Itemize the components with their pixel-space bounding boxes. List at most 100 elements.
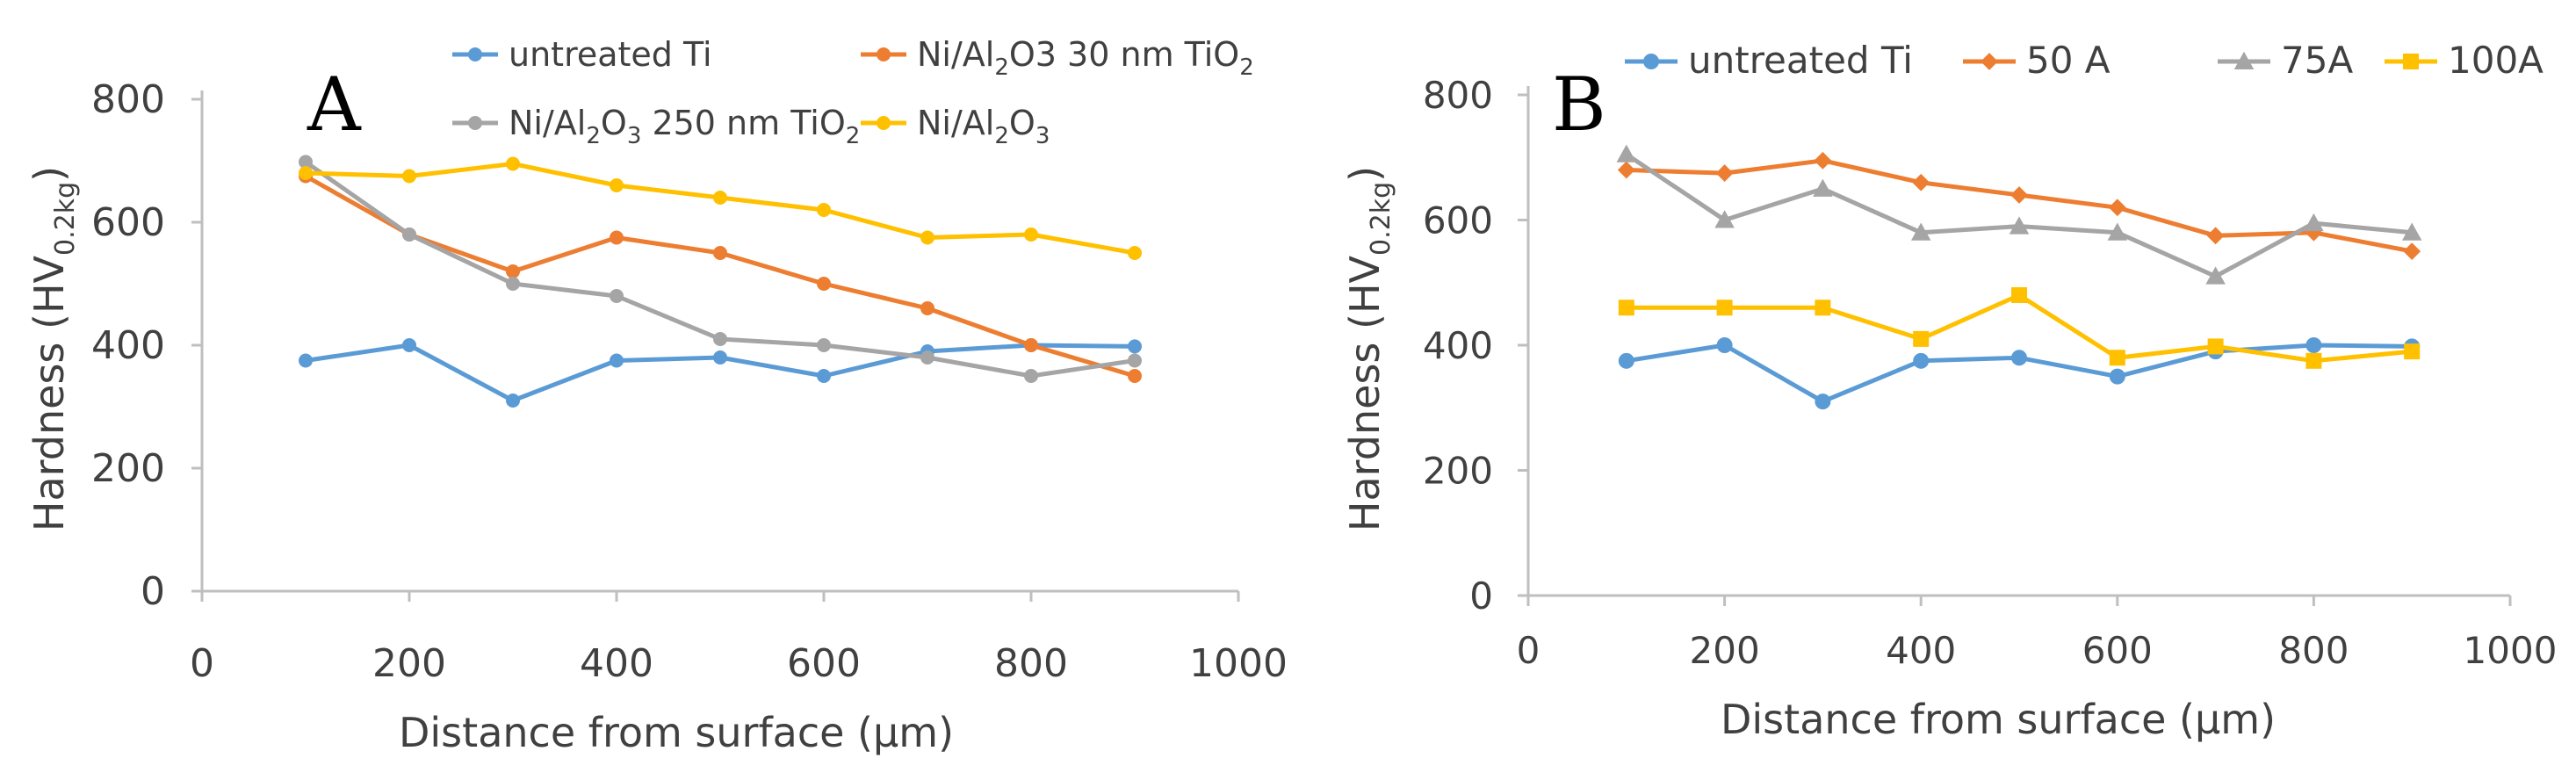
data-point [1912,173,1930,191]
series-b-3 [1618,287,2421,369]
data-point [1715,164,1734,182]
data-point [1815,300,1831,316]
data-point [2207,338,2224,355]
data-point [610,178,624,192]
series-a-2 [299,155,1142,383]
legend-label: Ni/Al2O3 [917,104,1050,149]
x-tick-label: 800 [2278,629,2349,672]
legend-entry: Ni/Al2O3 30 nm TiO2 [861,35,1254,81]
data-point [2010,186,2028,204]
y-axis-label-b-sub: 0.2kg [1366,182,1396,256]
legend-marker [877,116,891,130]
plot-area-b [1526,86,2510,597]
legend-entry: 100A [2385,39,2544,82]
panel-label-a: A [307,61,362,148]
data-point [2305,223,2323,242]
series-group-b [1616,144,2422,410]
x-tick-label: 600 [2082,629,2153,672]
data-point [713,332,727,346]
data-point [1913,352,1930,369]
series-group-a [299,155,1142,408]
legend-label: Ni/Al2O3 30 nm TiO2 [917,35,1254,81]
data-point [1716,337,1733,353]
legend-label: 50 A [2026,39,2111,82]
series-b-2 [1616,144,2422,285]
data-point [1024,228,1038,242]
legend-entry: Ni/Al2O3 [861,104,1050,149]
data-point [817,338,831,352]
x-tick-label: 400 [1886,629,1956,672]
x-axis-label-a: Distance from surface (μm) [399,709,954,756]
data-point [506,264,520,278]
series-a-3 [299,156,1142,260]
x-ticks-a: 0 200 400 600 800 1000 [190,591,1288,686]
data-point [2009,216,2030,235]
data-point [1617,161,1635,179]
data-point [1813,178,1833,197]
y-tick-label: 800 [1423,74,1493,117]
data-point [2403,242,2421,261]
data-point [2205,266,2226,285]
data-point [1814,151,1832,170]
x-axis-label-b: Distance from surface (μm) [1721,696,2276,743]
data-point [1910,222,1931,241]
data-point [713,246,727,260]
y-tick-label: 200 [91,446,165,491]
data-point [2107,222,2128,241]
data-point [1128,246,1142,260]
data-point [2011,350,2027,366]
legend-marker [1981,53,1998,70]
legend-a: untreated Ti Ni/Al2O3 30 nm TiO2 Ni/Al2O3 … [452,35,1254,149]
x-tick-label: 800 [994,641,1068,686]
legend-label: Ni/Al2O3 250 nm TiO2 [509,104,860,149]
data-point [402,169,416,184]
x-tick-label: 0 [190,641,214,686]
data-point [920,230,934,245]
data-point [1815,394,1831,410]
legend-marker [877,47,891,61]
data-point [713,350,727,365]
data-point [817,203,831,217]
x-tick-label: 400 [580,641,653,686]
data-point [2206,227,2225,245]
legend-entry: 50 A [1963,39,2111,82]
legend-entry: Ni/Al2O3 250 nm TiO2 [452,104,860,149]
data-point [2305,337,2322,353]
panel-b: B untreated Ti 50 A 75A 100A 0200400600800 … [1341,39,2557,743]
data-point [610,289,624,303]
y-axis-label-b-main: Hardness (HV [1341,255,1389,531]
data-point [299,155,313,170]
data-point [402,228,416,242]
data-point [402,338,416,352]
data-point [2404,343,2421,360]
data-point [299,353,313,368]
legend-entry: untreated Ti [452,35,712,74]
x-ticks-b: 0 200 400 600 800 1000 [1517,596,2557,672]
legend-b: untreated Ti 50 A 75A 100A [1625,39,2544,82]
y-tick-label: 200 [1423,450,1493,493]
data-point [1128,353,1142,368]
legend-label: 100A [2448,39,2544,82]
data-point [2401,222,2422,241]
y-tick-label: 600 [1423,199,1493,242]
y-axis-label-a-main: Hardness (HV [25,255,73,531]
data-point [817,369,831,383]
y-axis-label-a-close: ) [25,166,73,182]
data-point [713,191,727,205]
data-point [1618,300,1634,316]
data-point [1616,144,1637,162]
x-tick-label: 1000 [1189,641,1288,686]
legend-marker [1643,54,1659,69]
legend-label: 75A [2281,39,2353,82]
legend-marker [468,116,482,130]
data-point [817,277,831,291]
data-point [1618,352,1634,369]
data-point [920,350,934,365]
data-point [299,166,313,180]
y-axis-label-b: Hardness (HV0.2kg) [1341,166,1396,531]
data-point [1024,369,1038,383]
data-point [1913,330,1930,347]
legend-entry: untreated Ti [1625,39,1913,82]
